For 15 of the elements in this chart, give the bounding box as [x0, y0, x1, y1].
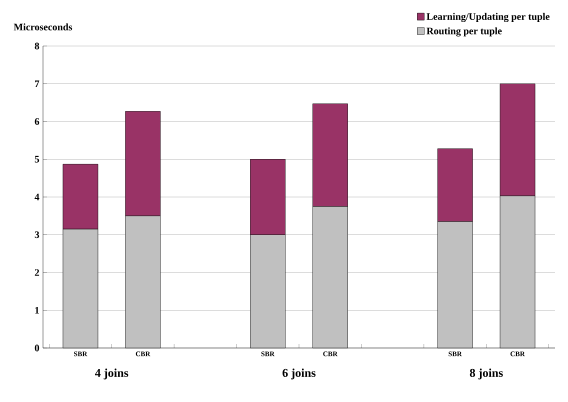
legend-label: Learning/Updating per tuple	[426, 12, 550, 22]
y-tick-label: 4	[34, 194, 40, 200]
y-tick-label: 1	[35, 306, 39, 314]
y-axis-title: Microseconds	[14, 23, 72, 30]
text: 8 joins	[470, 368, 503, 380]
y-tick-label: 3	[34, 231, 40, 238]
y-tick-label: 5	[34, 156, 40, 163]
y-tick-label: 0	[34, 344, 40, 352]
legend-label: Routing per tuple	[426, 27, 502, 36]
y-tick-label: 8	[34, 42, 40, 50]
y-tick-label: 2	[34, 269, 40, 276]
y-tick-label: 7	[35, 80, 40, 88]
text: 6 joins	[282, 368, 316, 380]
y-tick-label: 6	[34, 118, 40, 125]
text: 4 joins	[95, 368, 128, 380]
